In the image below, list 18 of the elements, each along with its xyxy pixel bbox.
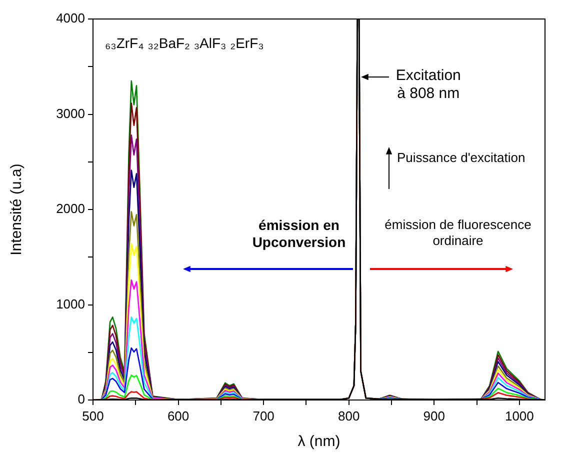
annotation: ₆₃ZrF₄ ₃₂BaF₂ ₃AlF₃ ₂ErF₃ (105, 35, 265, 52)
y-axis-title: Intensité (u.a) (8, 164, 26, 256)
y-tick-label: 2000 (56, 201, 85, 216)
x-tick-label: 800 (338, 408, 360, 424)
annotation: émission de fluorescence ordinaire (384, 217, 532, 248)
x-axis-title: λ (nm) (298, 433, 340, 450)
y-tick-label: 0 (78, 392, 85, 407)
x-tick-label: 600 (167, 408, 190, 424)
x-tick-label: 500 (82, 408, 104, 424)
annotation: Excitation à 808 nm (394, 66, 462, 103)
x-tick-label: 900 (423, 408, 445, 424)
annotation: émission en Upconversion (251, 217, 347, 251)
y-tick-label: 4000 (56, 10, 85, 26)
x-tick-label: 1000 (504, 408, 534, 424)
y-tick-label: 3000 (56, 106, 85, 121)
y-tick-label: 1000 (56, 296, 85, 312)
x-tick-label: 700 (252, 408, 274, 424)
annotation: Puissance d'excitation (397, 150, 526, 166)
